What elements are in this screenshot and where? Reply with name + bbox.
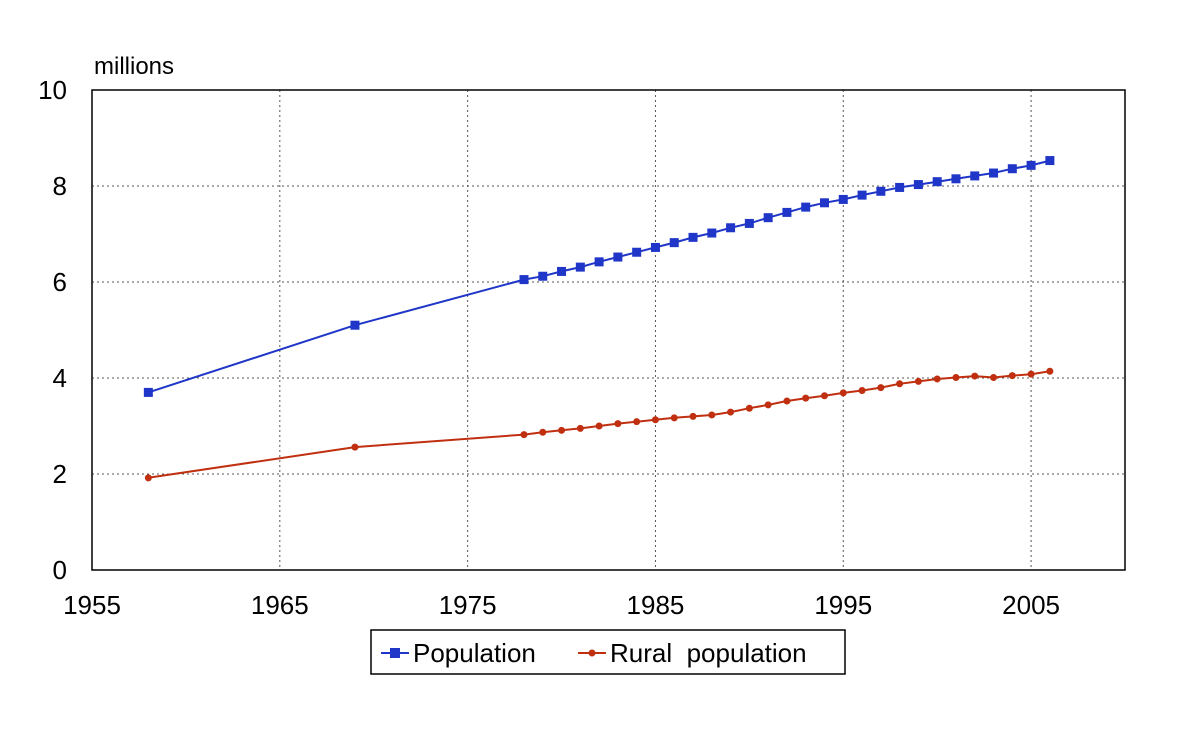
y-axis-ticks: 0 2 4 6 8 10 [38, 75, 67, 585]
data-point-population-1995 [838, 194, 848, 204]
y-tick-label-0: 0 [53, 555, 67, 585]
data-point-population-1958 [143, 387, 153, 397]
data-point-rural-population-2004 [1008, 372, 1016, 380]
legend: Population Rural population [370, 629, 846, 675]
data-point-rural-population-1986 [670, 414, 678, 422]
data-point-rural-population-2002 [971, 372, 979, 380]
x-tick-label-1965: 1965 [251, 590, 309, 620]
data-point-rural-population-1982 [595, 422, 603, 430]
data-point-population-2000 [932, 177, 942, 187]
plot-area [91, 89, 1126, 571]
series-layer [143, 156, 1055, 482]
data-point-rural-population-1992 [783, 397, 791, 405]
data-point-population-1981 [575, 262, 585, 272]
data-point-rural-population-2003 [990, 374, 998, 382]
y-axis-label: millions [94, 53, 174, 80]
data-point-population-1978 [519, 275, 529, 285]
x-tick-label-1995: 1995 [814, 590, 872, 620]
data-point-rural-population-1996 [858, 386, 866, 394]
y-tick-label-10: 10 [38, 75, 67, 105]
series-population [143, 156, 1055, 397]
data-point-population-1997 [876, 186, 886, 196]
data-point-population-1992 [782, 207, 792, 217]
data-point-population-1989 [726, 223, 736, 233]
data-point-population-1999 [913, 180, 923, 190]
gridlines [92, 90, 1125, 570]
data-point-rural-population-1988 [708, 411, 716, 419]
data-point-population-2005 [1026, 160, 1036, 170]
y-tick-label-4: 4 [53, 363, 67, 393]
x-tick-label-1955: 1955 [63, 590, 121, 620]
data-point-rural-population-2001 [952, 374, 960, 382]
legend-marker-population [390, 648, 400, 658]
y-tick-label-8: 8 [53, 171, 67, 201]
data-point-population-1983 [613, 252, 623, 262]
data-point-population-1991 [763, 213, 773, 223]
data-point-population-1985 [650, 242, 660, 252]
legend-label-population: Population [413, 638, 536, 668]
data-point-population-1994 [819, 198, 829, 208]
data-point-population-2003 [989, 168, 999, 178]
legend-marker-rural-population [588, 649, 596, 657]
data-point-population-1980 [557, 266, 567, 276]
data-point-population-1993 [801, 202, 811, 212]
x-tick-label-1975: 1975 [439, 590, 497, 620]
data-point-rural-population-1991 [764, 401, 772, 409]
data-point-population-1984 [632, 247, 642, 257]
data-point-population-1982 [594, 257, 604, 267]
data-point-rural-population-1958 [144, 474, 152, 482]
data-point-rural-population-1987 [689, 412, 697, 420]
data-point-population-1988 [707, 228, 717, 238]
data-point-rural-population-1985 [651, 416, 659, 424]
data-point-rural-population-1980 [558, 426, 566, 434]
data-point-population-2006 [1045, 156, 1055, 166]
data-point-rural-population-1999 [914, 377, 922, 385]
data-point-population-2002 [970, 171, 980, 181]
data-point-population-2004 [1007, 164, 1017, 174]
legend-box [370, 629, 846, 675]
data-point-rural-population-1994 [820, 392, 828, 400]
data-point-population-1996 [857, 190, 867, 200]
x-tick-label-1985: 1985 [627, 590, 685, 620]
data-point-population-1998 [895, 182, 905, 192]
data-point-rural-population-2005 [1027, 370, 1035, 378]
data-point-rural-population-2006 [1046, 367, 1054, 375]
data-point-population-1979 [538, 271, 548, 281]
data-point-rural-population-1978 [520, 431, 528, 439]
legend-label-rural-population: Rural population [610, 638, 807, 668]
data-point-rural-population-1998 [896, 380, 904, 388]
data-point-rural-population-1997 [877, 384, 885, 392]
data-point-rural-population-2000 [933, 375, 941, 383]
data-point-population-1990 [744, 218, 754, 228]
x-axis-ticks: 1955 1965 1975 1985 1995 2005 [63, 590, 1060, 620]
y-tick-label-6: 6 [53, 267, 67, 297]
data-point-rural-population-1983 [614, 420, 622, 428]
data-point-population-2001 [951, 174, 961, 184]
data-point-population-1986 [669, 238, 679, 248]
data-point-population-1987 [688, 232, 698, 242]
series-rural-population [144, 367, 1054, 482]
series-line-population [147, 159, 1051, 394]
y-tick-label-2: 2 [53, 459, 67, 489]
data-point-rural-population-1990 [745, 404, 753, 412]
data-point-rural-population-1989 [727, 408, 735, 416]
data-point-rural-population-1993 [802, 394, 810, 402]
data-point-rural-population-1995 [839, 389, 847, 397]
x-tick-label-2005: 2005 [1002, 590, 1060, 620]
data-point-rural-population-1984 [633, 418, 641, 426]
data-point-rural-population-1969 [351, 443, 359, 451]
data-point-rural-population-1981 [576, 424, 584, 432]
data-point-rural-population-1979 [539, 428, 547, 436]
data-point-population-1969 [350, 320, 360, 330]
